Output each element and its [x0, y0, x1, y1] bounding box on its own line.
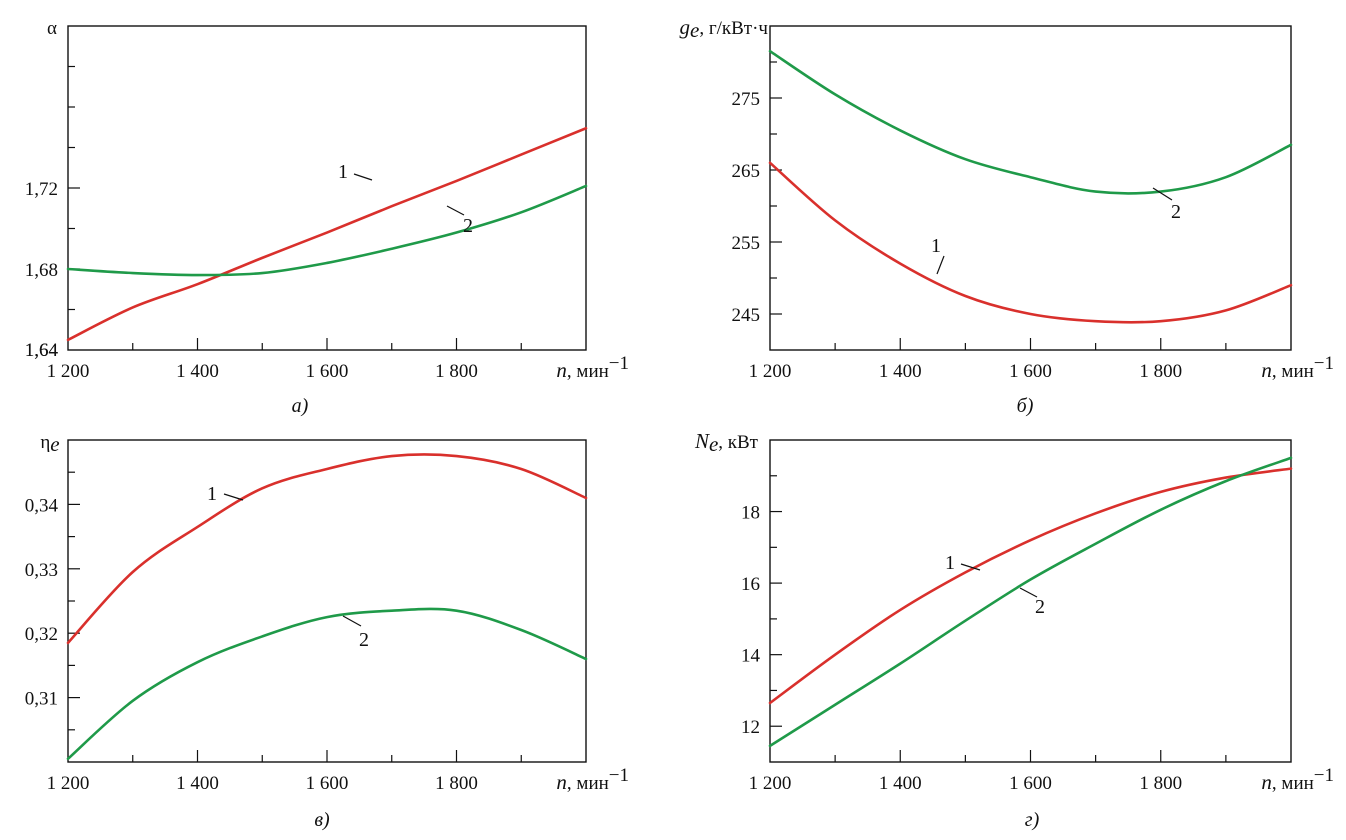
- y-tick-label: 0,34: [25, 495, 59, 516]
- curve-label-2: 2: [359, 629, 369, 651]
- x-tick-label: 1 400: [879, 361, 922, 382]
- x-tick-label: 1 800: [1139, 773, 1182, 794]
- panel-caption: б): [1017, 395, 1034, 417]
- x-tick-label: 1 800: [435, 773, 478, 794]
- y-tick-label: 245: [732, 305, 761, 326]
- series-2-line: [66, 607, 588, 761]
- curve-label-leader: [446, 205, 465, 216]
- curve-label-1: 1: [945, 552, 955, 574]
- x-axis-title: n, мин−1: [556, 353, 629, 382]
- panel-2: 1 200 1 400 1 600 1 800 245 255 265 275 ge, г/кВ…: [680, 15, 1335, 417]
- series-2-line: [768, 49, 1293, 195]
- x-tick-label: 1 200: [47, 361, 90, 382]
- y-axis-title: α: [47, 18, 57, 39]
- x-tick-label: 1 800: [1139, 361, 1182, 382]
- panel-caption: в): [314, 809, 330, 831]
- y-tick-label: 1,68: [25, 260, 58, 281]
- series-1-line: [768, 467, 1293, 705]
- plot-frame: [67, 439, 587, 763]
- y-tick-label: 0,33: [25, 560, 58, 581]
- y-axis-title: Ne, кВт: [694, 429, 759, 456]
- series-1-line: [66, 126, 588, 342]
- x-tick-label: 1 400: [176, 361, 219, 382]
- y-tick-label: 0,31: [25, 689, 58, 710]
- x-axis-title: n, мин−1: [556, 765, 629, 794]
- y-axis-title: ge, г/кВт·ч: [680, 15, 769, 42]
- panel-1: 1 200 1 400 1 600 1 8001,641,681,721,64αn, …: [25, 18, 629, 417]
- y-axis-title: ηe: [40, 432, 59, 456]
- curve-label-leader: [1152, 187, 1173, 201]
- y-tick-label: 1,64: [25, 340, 59, 361]
- curve-label-leader: [1019, 587, 1038, 598]
- series-2-line: [66, 184, 588, 277]
- curve-label-2: 2: [1171, 201, 1181, 223]
- x-axis-title: n, мин−1: [1261, 765, 1334, 794]
- x-tick-label: 1 600: [306, 361, 349, 382]
- y-tick-label: 12: [741, 717, 760, 738]
- curve-label-leader: [353, 173, 373, 181]
- series-1-line: [768, 161, 1293, 324]
- x-axis-title: n, мин−1: [1261, 353, 1334, 382]
- curve-label-leader: [342, 615, 362, 627]
- x-tick-label: 1 200: [749, 361, 792, 382]
- x-tick-label: 1 200: [47, 773, 90, 794]
- y-tick-label: 1,72: [25, 179, 58, 200]
- series-2-line: [768, 456, 1293, 748]
- curve-label-1: 1: [338, 161, 348, 183]
- y-tick-label: 255: [732, 233, 761, 254]
- y-tick-label: 265: [732, 161, 761, 182]
- x-tick-label: 1 600: [1009, 773, 1052, 794]
- y-tick-label: 275: [732, 89, 761, 110]
- series-1-line: [66, 453, 588, 645]
- x-tick-label: 1 600: [1009, 361, 1052, 382]
- curve-label-2: 2: [463, 215, 473, 237]
- x-tick-label: 1 800: [435, 361, 478, 382]
- y-tick-label: 14: [741, 646, 761, 667]
- curve-label-leader: [223, 493, 244, 501]
- y-tick-label: 16: [741, 574, 760, 595]
- curve-label-leader: [960, 563, 981, 571]
- y-tick-label: 18: [741, 503, 760, 524]
- x-tick-label: 1 200: [749, 773, 792, 794]
- curve-label-1: 1: [931, 235, 941, 257]
- panel-3: 1 200 1 400 1 600 1 800 0,31 0,32 0,33 0,34 ηe n,…: [25, 432, 629, 831]
- plot-frame: [769, 25, 1292, 351]
- curve-label-1: 1: [207, 483, 217, 505]
- panel-caption: а): [292, 395, 309, 417]
- y-tick-label: 0,32: [25, 624, 58, 645]
- plot-frame: [769, 439, 1292, 763]
- y-tick-label: 1,64: [25, 340, 59, 361]
- curve-label-leader: [936, 255, 945, 275]
- curve-label-2: 2: [1035, 596, 1045, 618]
- x-tick-label: 1 600: [306, 773, 349, 794]
- panel-caption: г): [1025, 809, 1040, 831]
- x-tick-label: 1 400: [879, 773, 922, 794]
- x-tick-label: 1 400: [176, 773, 219, 794]
